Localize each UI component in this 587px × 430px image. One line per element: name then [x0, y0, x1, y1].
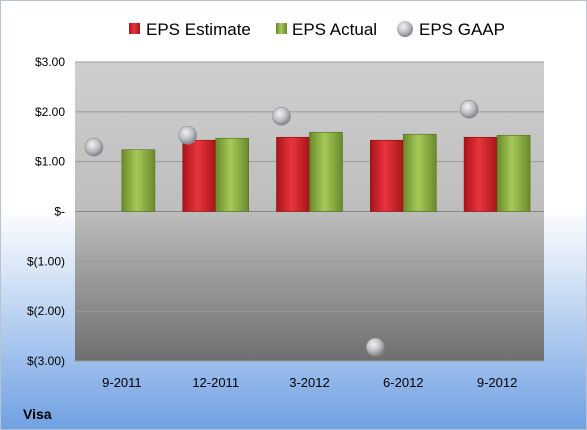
x-category-label: 12-2011 [192, 375, 239, 390]
y-tick-label: $(3.00) [27, 354, 65, 368]
bar-eps-actual [496, 134, 531, 212]
x-category-label: 3-2012 [289, 375, 329, 390]
bar-eps-estimate [182, 139, 216, 212]
y-axis-ticks: $3.00 $2.00 $1.00 $- $(1.00) $(2.00) $(3.00) [27, 55, 65, 368]
y-tick-label: $(1.00) [27, 254, 65, 268]
bar-eps-estimate [276, 136, 310, 212]
bars [121, 131, 531, 212]
bar-eps-actual [215, 137, 249, 212]
x-category-label: 9-2011 [102, 375, 142, 390]
bar-eps-actual [121, 149, 156, 212]
y-tick-label: $2.00 [35, 105, 65, 119]
bar-eps-actual [309, 131, 343, 212]
gaap-points [84, 100, 479, 357]
y-tick-label: $(2.00) [27, 304, 65, 318]
bar-eps-estimate [463, 136, 498, 212]
legend-swatch-eps-actual [276, 23, 287, 34]
y-tick-label: $1.00 [35, 155, 65, 169]
point-eps-gaap [84, 137, 104, 157]
y-tick-label: $- [54, 205, 65, 219]
bar-eps-actual [402, 133, 437, 212]
point-eps-gaap [272, 107, 291, 126]
y-tick-label: $3.00 [35, 55, 65, 69]
x-axis-labels: 9-2011 12-2011 3-2012 6-2012 9-2012 [102, 375, 517, 390]
company-label: Visa [23, 406, 52, 422]
legend-swatch-eps-gaap [397, 21, 413, 37]
x-category-label: 9-2012 [477, 375, 517, 390]
legend-swatch-eps-estimate [129, 23, 140, 34]
point-eps-gaap [365, 337, 385, 357]
legend-label-eps-gaap: EPS GAAP [419, 20, 505, 39]
point-eps-gaap [178, 125, 197, 145]
legend-label-eps-estimate: EPS Estimate [146, 20, 251, 39]
point-eps-gaap [459, 100, 479, 119]
legend-label-eps-actual: EPS Actual [292, 20, 377, 39]
x-category-label: 6-2012 [383, 375, 423, 390]
bar-eps-estimate [369, 139, 404, 212]
legend: EPS Estimate EPS Actual EPS GAAP [129, 20, 505, 39]
